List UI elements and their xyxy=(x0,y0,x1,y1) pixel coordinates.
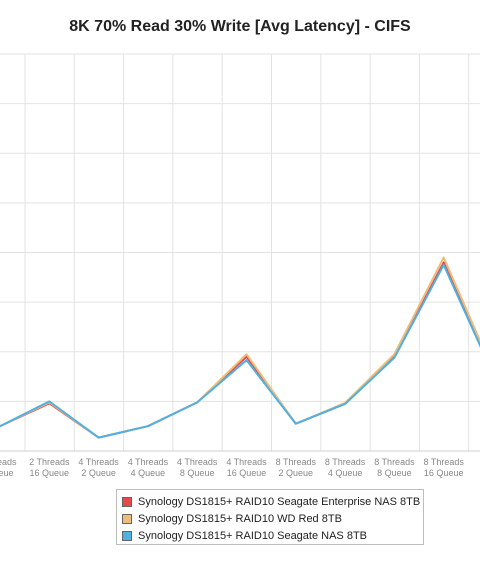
series-line xyxy=(0,256,480,439)
x-tick-label: 4 Threads 16 Queue xyxy=(226,457,267,478)
x-tick-label: 4 Threads 4 Queue xyxy=(128,457,169,478)
legend-label: Synology DS1815+ RAID10 Seagate NAS 8TB xyxy=(138,529,367,542)
series-line xyxy=(0,263,480,439)
x-tick-label: 2 Threads 16 Queue xyxy=(29,457,70,478)
x-tick-label: 8 Threads 16 Queue xyxy=(424,457,465,478)
legend: Synology DS1815+ RAID10 Seagate Enterpri… xyxy=(116,489,424,545)
series-lines xyxy=(0,256,480,439)
x-tick-label: 8 Threads 4 Queue xyxy=(325,457,366,478)
legend-swatch xyxy=(122,513,132,524)
legend-item[interactable]: Synology DS1815+ RAID10 Seagate Enterpri… xyxy=(122,493,423,510)
legend-swatch xyxy=(122,530,132,541)
series-line xyxy=(0,261,480,439)
legend-label: Synology DS1815+ RAID10 WD Red 8TB xyxy=(138,512,342,525)
grid xyxy=(0,53,480,452)
legend-swatch xyxy=(122,496,132,507)
legend-item[interactable]: Synology DS1815+ RAID10 WD Red 8TB xyxy=(122,510,423,527)
legend-label: Synology DS1815+ RAID10 Seagate Enterpri… xyxy=(138,495,421,508)
x-tick-label: 4 Threads 8 Queue xyxy=(177,457,218,478)
x-tick-label: 8 Threads 8 Queue xyxy=(374,457,415,478)
x-tick-label: ThreadsQueue xyxy=(0,457,17,478)
chart-title: 8K 70% Read 30% Write [Avg Latency] - CI… xyxy=(69,18,411,35)
legend-item[interactable]: Synology DS1815+ RAID10 Seagate NAS 8TB xyxy=(122,527,423,544)
x-tick-label: 4 Threads 2 Queue xyxy=(78,457,119,478)
x-tick-label: 8 Threads 2 Queue xyxy=(276,457,317,478)
